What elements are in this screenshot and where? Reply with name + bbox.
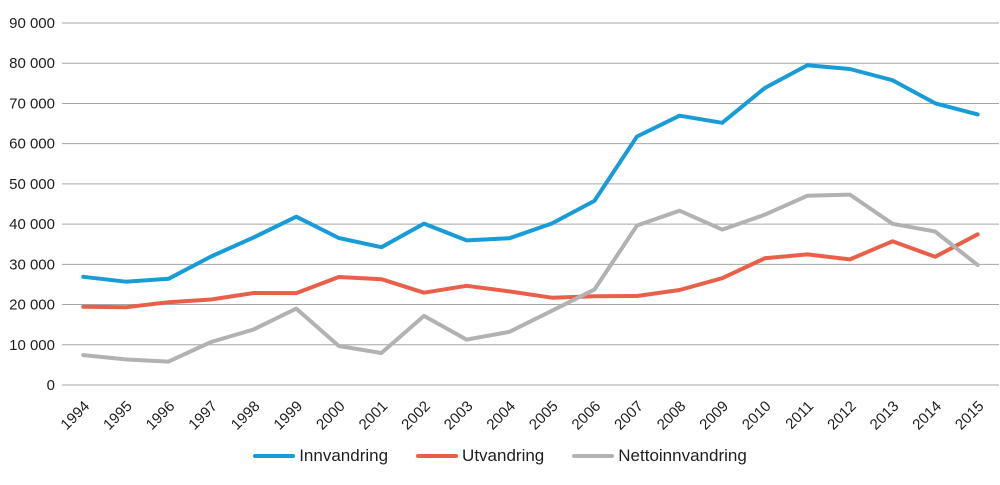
x-axis-tick-label: 2001 [356, 398, 392, 434]
x-axis-tick-label: 1994 [58, 398, 94, 434]
x-axis-tick-label: 2010 [739, 398, 775, 434]
chart-legend: Innvandring Utvandring Nettoinnvandring [0, 447, 1000, 464]
x-axis-tick-label: 2007 [611, 398, 647, 434]
x-axis-tick-label: 1996 [143, 398, 179, 434]
y-axis-tick-label: 10 000 [9, 337, 55, 354]
x-axis-tick-label: 2006 [569, 398, 605, 434]
x-axis-tick-label: 1997 [185, 398, 221, 434]
x-axis-tick-label: 2012 [824, 398, 860, 434]
x-axis-tick-label: 2013 [867, 398, 903, 434]
y-axis-tick-label: 70 000 [9, 95, 55, 112]
x-axis-tick-label: 2004 [483, 398, 519, 434]
y-axis-tick-label: 90 000 [9, 15, 55, 32]
series-line-nettoinnvandring [81, 192, 980, 364]
x-axis-tick-label: 2009 [696, 398, 732, 434]
x-axis-tick-label: 2003 [441, 398, 477, 434]
y-axis-tick-label: 60 000 [9, 136, 55, 153]
series-line-innvandring [81, 63, 980, 284]
legend-line-swatch-utvandring [416, 453, 459, 458]
y-axis-tick-label: 0 [47, 377, 55, 394]
x-axis-tick-label: 1999 [270, 398, 306, 434]
x-axis-tick-label: 2002 [398, 398, 434, 434]
x-axis-tick-label: 1998 [228, 398, 264, 434]
series-line-utvandring [81, 232, 980, 310]
legend-label-utvandring: Utvandring [462, 446, 545, 465]
legend-item-utvandring: Utvandring [416, 447, 544, 464]
x-axis-tick-label: 1995 [100, 398, 136, 434]
x-axis-tick-label: 2014 [909, 398, 945, 434]
y-axis-tick-label: 30 000 [9, 256, 55, 273]
legend-label-nettoinnvandring: Nettoinnvandring [618, 446, 747, 465]
x-axis-tick-label: 2000 [313, 398, 349, 434]
y-axis-tick-label: 80 000 [9, 55, 55, 72]
legend-item-nettoinnvandring: Nettoinnvandring [572, 447, 747, 464]
x-axis-tick-label: 2008 [654, 398, 690, 434]
x-axis-tick-label: 2015 [952, 398, 988, 434]
legend-item-innvandring: Innvandring [253, 447, 388, 464]
x-axis-tick-label: 2011 [782, 398, 817, 433]
legend-line-swatch-innvandring [253, 453, 296, 458]
legend-label-innvandring: Innvandring [299, 446, 389, 465]
y-axis-tick-label: 20 000 [9, 297, 55, 314]
legend-line-swatch-nettoinnvandring [572, 453, 615, 458]
y-axis-tick-label: 50 000 [9, 176, 55, 193]
y-axis-tick-label: 40 000 [9, 216, 55, 233]
x-axis-tick-label: 2005 [526, 398, 562, 434]
